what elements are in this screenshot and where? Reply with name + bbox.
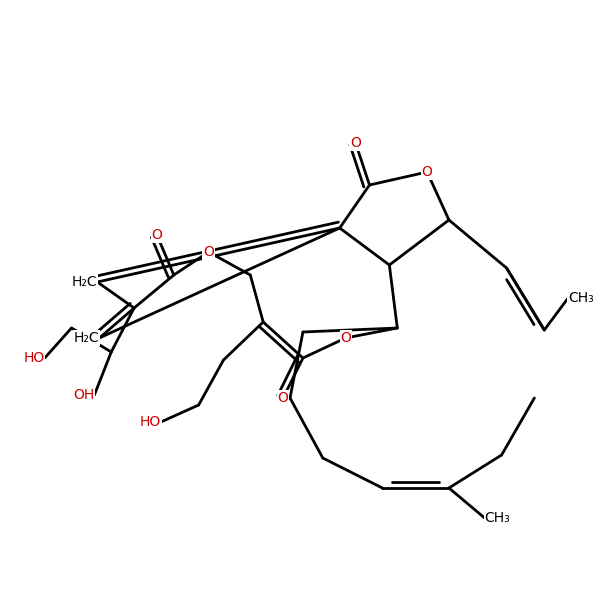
Text: O: O: [151, 228, 163, 242]
Text: O: O: [340, 331, 351, 345]
Text: O: O: [422, 165, 433, 179]
Text: O: O: [340, 331, 351, 345]
Text: O: O: [278, 391, 289, 405]
Text: OH: OH: [73, 388, 94, 402]
Text: H₂C: H₂C: [74, 331, 100, 345]
Text: O: O: [203, 245, 214, 259]
Text: O: O: [203, 245, 214, 259]
Text: H₂C: H₂C: [72, 275, 97, 289]
Text: O: O: [278, 391, 289, 405]
Text: CH₃: CH₃: [485, 511, 511, 525]
Text: O: O: [151, 228, 163, 242]
Text: HO: HO: [140, 415, 161, 429]
Text: CH₃: CH₃: [568, 291, 594, 305]
Text: HO: HO: [23, 351, 44, 365]
Text: O: O: [422, 165, 433, 179]
Text: O: O: [350, 136, 361, 150]
Text: O: O: [350, 136, 361, 150]
